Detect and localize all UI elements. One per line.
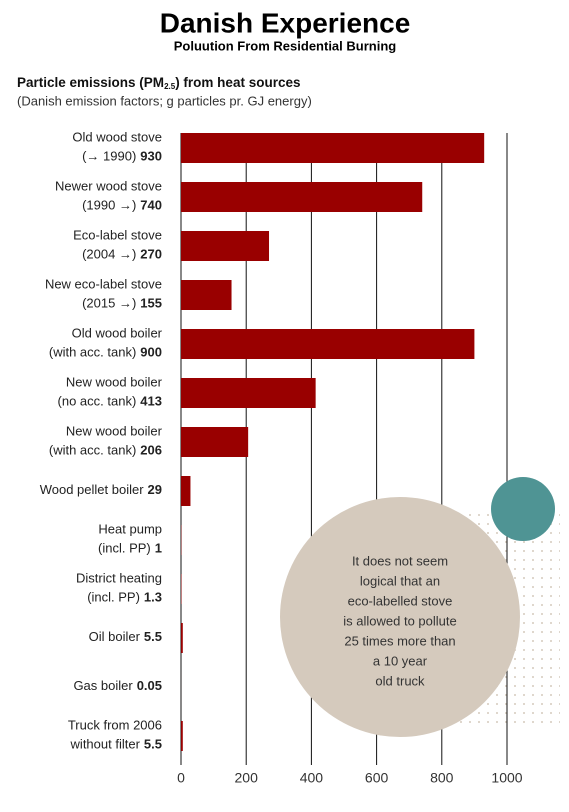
annotation-line: It does not seem	[352, 553, 448, 568]
category-label: (incl. PP) 1.3	[87, 590, 162, 605]
category-label: (with acc. tank) 900	[49, 345, 162, 360]
category-line: (2004 →)	[82, 247, 136, 262]
category-line: Heat pump	[98, 522, 162, 537]
category-line: without filter	[70, 737, 141, 752]
decor-circle	[491, 477, 555, 541]
category-label: Old wood boiler	[72, 326, 163, 341]
x-tick-label: 0	[177, 770, 185, 786]
category-label: New eco-label stove	[45, 277, 162, 292]
value-label: 413	[140, 394, 162, 409]
category-label: Truck from 2006	[68, 718, 162, 733]
category-label: Wood pellet boiler 29	[40, 482, 162, 497]
x-tick-label: 800	[430, 770, 454, 786]
annotation-line: a 10 year	[373, 653, 428, 668]
value-label: 930	[140, 149, 162, 164]
category-line: Wood pellet boiler	[40, 482, 144, 497]
category-label: (2015 →) 155	[82, 296, 162, 311]
category-line: New eco-label stove	[45, 277, 162, 292]
bar	[181, 427, 249, 457]
annotation-line: logical that an	[360, 573, 440, 588]
annotation-line: old truck	[375, 673, 425, 688]
category-label: Gas boiler 0.05	[73, 678, 162, 693]
bar	[181, 231, 270, 261]
category-label: (1990 →) 740	[82, 198, 162, 213]
x-tick-label: 400	[300, 770, 324, 786]
x-tick-label: 600	[365, 770, 389, 786]
category-line: (incl. PP)	[98, 541, 151, 556]
category-label: District heating	[76, 571, 162, 586]
annotation-line: 25 times more than	[344, 633, 455, 648]
category-label: (no acc. tank) 413	[58, 394, 162, 409]
value-label: 740	[140, 198, 162, 213]
value-label: 1.3	[144, 590, 162, 605]
category-line: Truck from 2006	[68, 718, 162, 733]
category-line: (2015 →)	[82, 296, 136, 311]
heading-part: Particle emissions (PM	[17, 75, 164, 90]
value-label: 206	[140, 443, 162, 458]
category-line: Eco-label stove	[73, 228, 162, 243]
x-tick-label: 200	[235, 770, 259, 786]
category-line: (no acc. tank)	[58, 394, 137, 409]
value-label: 5.5	[144, 737, 162, 752]
category-label: (→ 1990) 930	[82, 149, 162, 164]
heading-part: ) from heat sources	[175, 75, 300, 90]
value-label: 5.5	[144, 629, 162, 644]
value-label: 0.05	[137, 678, 162, 693]
category-label: New wood boiler	[66, 424, 163, 439]
category-line: District heating	[76, 571, 162, 586]
category-label: without filter 5.5	[70, 737, 162, 752]
bar	[181, 721, 183, 751]
category-line: New wood boiler	[66, 424, 163, 439]
bar	[181, 182, 423, 212]
value-label: 1	[155, 541, 162, 556]
value-label: 155	[140, 296, 162, 311]
category-label: Heat pump	[98, 522, 162, 537]
bar	[181, 280, 232, 310]
category-line: Old wood boiler	[72, 326, 163, 341]
category-label: (with acc. tank) 206	[49, 443, 162, 458]
chart-note: (Danish emission factors; g particles pr…	[17, 93, 312, 108]
annotation-line: eco-labelled stove	[348, 593, 453, 608]
category-line: (1990 →)	[82, 198, 136, 213]
bar	[181, 329, 475, 359]
value-label: 900	[140, 345, 162, 360]
bar	[181, 133, 485, 163]
bar	[181, 378, 316, 408]
annotation-circle	[280, 497, 520, 737]
annotation: It does not seem logical that an eco-label…	[343, 553, 456, 688]
category-label: (2004 →) 270	[82, 247, 162, 262]
annotation-line: is allowed to pollute	[343, 613, 456, 628]
category-line: Oil boiler	[89, 629, 141, 644]
category-line: Old wood stove	[72, 130, 162, 145]
category-line: Gas boiler	[73, 678, 133, 693]
page-title: Danish Experience	[160, 7, 411, 38]
category-label: New wood boiler	[66, 375, 163, 390]
category-line: Newer wood stove	[55, 179, 162, 194]
category-line: (with acc. tank)	[49, 443, 136, 458]
category-label: Oil boiler 5.5	[89, 629, 162, 644]
bar	[181, 476, 191, 506]
category-line: New wood boiler	[66, 375, 163, 390]
bar	[181, 623, 183, 653]
category-label: (incl. PP) 1	[98, 541, 162, 556]
category-line: (with acc. tank)	[49, 345, 136, 360]
chart-heading: Particle emissions (PM2.5) from heat sou…	[17, 75, 300, 92]
category-line: (→ 1990)	[82, 149, 136, 164]
value-label: 270	[140, 247, 162, 262]
category-label: Eco-label stove	[73, 228, 162, 243]
heading-subscript: 2.5	[164, 82, 176, 91]
category-line: (incl. PP)	[87, 590, 140, 605]
x-tick-label: 1000	[491, 770, 522, 786]
category-label: Old wood stove	[72, 130, 162, 145]
plot: 0 200 400 600 800 1000 Old wood stove (→ 1990) 9…	[40, 130, 523, 786]
category-label: Newer wood stove	[55, 179, 162, 194]
value-label: 29	[148, 482, 162, 497]
page-subtitle: Poluution From Residential Burning	[174, 38, 397, 53]
